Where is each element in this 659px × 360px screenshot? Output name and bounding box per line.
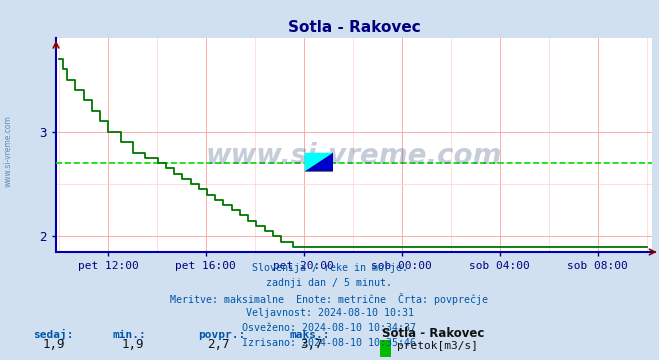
Text: min.:: min.: (112, 330, 146, 340)
Text: Sotla - Rakovec: Sotla - Rakovec (382, 327, 484, 340)
Text: www.si-vreme.com: www.si-vreme.com (206, 141, 502, 170)
Polygon shape (304, 153, 333, 172)
Text: 3,7: 3,7 (300, 338, 322, 351)
Text: maks.:: maks.: (290, 330, 330, 340)
Text: 2,7: 2,7 (208, 338, 230, 351)
Title: Sotla - Rakovec: Sotla - Rakovec (288, 20, 420, 35)
Text: sedaj:: sedaj: (33, 329, 73, 340)
Text: 1,9: 1,9 (43, 338, 65, 351)
Text: povpr.:: povpr.: (198, 330, 245, 340)
Bar (304, 153, 333, 172)
Text: 1,9: 1,9 (122, 338, 144, 351)
Text: Meritve: maksimalne  Enote: metrične  Črta: povprečje: Meritve: maksimalne Enote: metrične Črta… (171, 293, 488, 305)
Text: www.si-vreme.com: www.si-vreme.com (3, 115, 13, 187)
Text: Izrisano: 2024-08-10 10:35:46: Izrisano: 2024-08-10 10:35:46 (243, 338, 416, 348)
Text: Osveženo: 2024-08-10 10:34:37: Osveženo: 2024-08-10 10:34:37 (243, 323, 416, 333)
Polygon shape (304, 153, 333, 172)
Text: Slovenija / reke in morje.: Slovenija / reke in morje. (252, 263, 407, 273)
Text: zadnji dan / 5 minut.: zadnji dan / 5 minut. (266, 278, 393, 288)
Text: pretok[m3/s]: pretok[m3/s] (397, 341, 478, 351)
Text: Veljavnost: 2024-08-10 10:31: Veljavnost: 2024-08-10 10:31 (246, 308, 413, 318)
